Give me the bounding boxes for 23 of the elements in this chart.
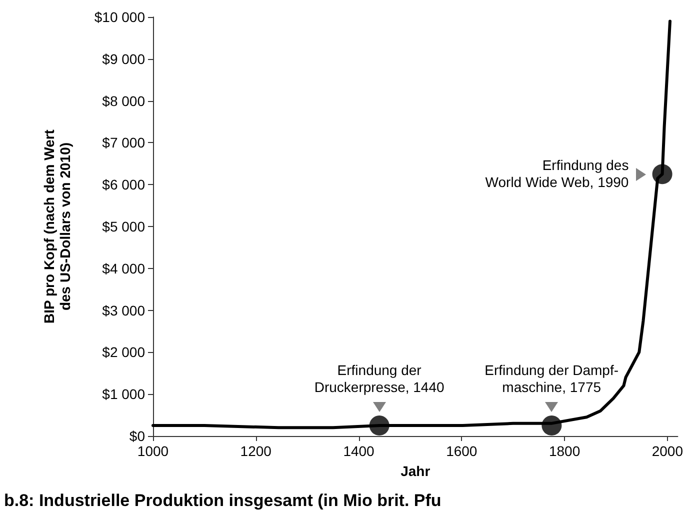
x-tick-label: 1400 xyxy=(343,443,375,459)
x-tick-label: 1800 xyxy=(548,443,580,459)
annotation: Erfindung der Dampf- maschine, 1775 xyxy=(484,362,619,396)
y-tick-label: $9 000 xyxy=(102,50,146,67)
annotation: Erfindung des World Wide Web, 1990 xyxy=(485,157,629,192)
y-tick-label: $4 000 xyxy=(102,260,146,276)
y-tick-label: $3 000 xyxy=(102,302,146,318)
y-axis-title: BIP pro Kopf (nach dem Wert des US-Dollars von 2010) xyxy=(41,129,73,324)
x-tick-label: 1200 xyxy=(240,443,272,459)
x-tick-label: 2000 xyxy=(652,443,684,459)
y-tick-label: $7 000 xyxy=(102,134,146,151)
y-tick-label: $10 000 xyxy=(94,9,146,25)
x-tick-label: 1600 xyxy=(446,443,478,459)
text: b.8: Industrielle Produktion insgesamt (in Mio brit. Pfu xyxy=(4,491,442,510)
y-tick-label: $2 000 xyxy=(102,344,146,360)
y-tick-label: $0 xyxy=(129,428,146,444)
y-tick-label: $1 000 xyxy=(102,386,146,402)
y-tick-label: $8 000 xyxy=(102,92,146,109)
y-tick-label: $5 000 xyxy=(102,218,146,234)
x-axis-title: Jahr xyxy=(400,462,431,479)
x-tick-label: 1000 xyxy=(137,443,169,459)
y-tick-label: $6 000 xyxy=(102,176,146,193)
annotation: Erfindung der Druckerpresse, 1440 xyxy=(314,362,444,396)
